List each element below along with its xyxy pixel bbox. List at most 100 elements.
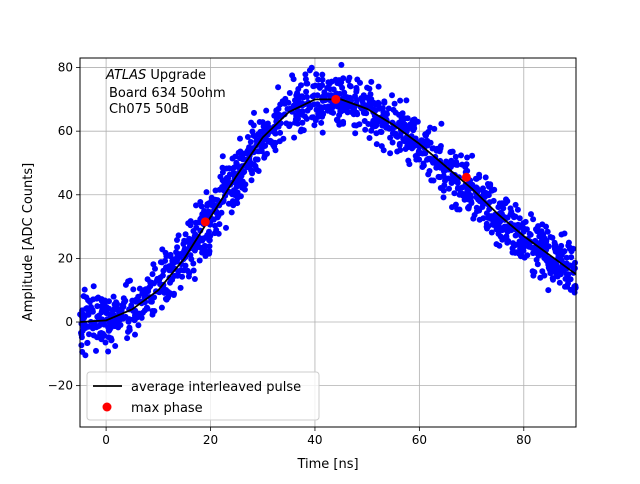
sample-point [166, 263, 173, 270]
sample-point [385, 105, 392, 112]
sample-point [291, 134, 298, 141]
sample-point [248, 177, 255, 184]
sample-point [485, 223, 492, 230]
sample-point [551, 243, 558, 250]
x-axis-label: Time [ns] [296, 457, 358, 472]
sample-point [493, 241, 500, 248]
sample-point [287, 121, 293, 128]
sample-point [82, 352, 89, 359]
sample-point [565, 242, 572, 249]
sample-point [254, 156, 261, 163]
sample-point [306, 67, 313, 74]
sample-point [383, 110, 390, 117]
sample-point [229, 198, 236, 205]
sample-point [481, 199, 488, 206]
sample-point [187, 222, 194, 229]
sample-point [130, 286, 137, 293]
sample-point [425, 155, 432, 162]
sample-point [249, 170, 256, 177]
sample-point [228, 209, 235, 216]
sample-point [440, 172, 447, 179]
sample-point [203, 189, 210, 196]
sample-point [410, 127, 417, 134]
sample-point [517, 253, 524, 260]
sample-point [484, 190, 491, 197]
sample-point [469, 152, 476, 159]
sample-point [159, 246, 166, 253]
sample-point [263, 107, 270, 114]
sample-point [126, 324, 133, 331]
sample-point [403, 97, 410, 104]
sample-point [340, 75, 347, 82]
sample-point [553, 261, 560, 268]
y-tick-label: 0 [65, 315, 73, 329]
sample-point [517, 238, 524, 245]
sample-point [347, 83, 354, 90]
sample-point [105, 348, 112, 355]
sample-point [235, 149, 242, 156]
sample-point [471, 212, 478, 218]
sample-point [193, 202, 199, 209]
sample-point [375, 118, 382, 125]
sample-point [425, 171, 432, 178]
sample-point [476, 171, 483, 178]
sample-point [491, 186, 498, 193]
sample-point [262, 142, 269, 149]
annotation-block: ATLAS Upgrade Board 634 50ohm Ch075 50dB [105, 68, 226, 117]
annotation-line2: Board 634 50ohm [109, 86, 226, 101]
sample-point [530, 216, 537, 223]
sample-point [524, 252, 531, 259]
legend-label-average-pulse: average interleaved pulse [131, 380, 301, 395]
sample-point [488, 213, 495, 220]
x-tick-label: 0 [102, 433, 110, 447]
sample-point [459, 184, 466, 191]
sample-point [375, 83, 382, 90]
y-axis-label: Amplitude [ADC Counts] [21, 163, 36, 321]
sample-point [84, 339, 91, 346]
sample-point [567, 276, 574, 283]
sample-point [565, 271, 572, 278]
sample-point [139, 309, 146, 316]
sample-point [202, 253, 209, 259]
sample-point [382, 123, 388, 130]
sample-point [394, 148, 401, 155]
sample-point [464, 167, 471, 174]
sample-point [453, 161, 460, 168]
sample-point [258, 148, 265, 155]
sample-point [458, 152, 464, 159]
sample-point [120, 295, 127, 302]
sample-point [391, 100, 398, 107]
sample-point [431, 125, 438, 132]
sample-point [151, 294, 158, 301]
sample-point [368, 78, 375, 85]
sample-point [199, 235, 206, 242]
sample-point [563, 254, 570, 261]
y-tick-label: 40 [58, 188, 73, 202]
sample-point [122, 281, 129, 288]
sample-point [464, 195, 470, 202]
y-tick-label: 20 [58, 251, 73, 265]
sample-point [226, 165, 233, 172]
sample-point [452, 201, 459, 208]
sample-point [276, 112, 283, 118]
sample-point [396, 142, 403, 149]
sample-point [387, 150, 394, 157]
sample-point [149, 271, 156, 278]
sample-point [135, 322, 142, 329]
sample-point [508, 208, 515, 215]
sample-point [572, 282, 579, 289]
sample-point [447, 149, 454, 156]
sample-point [311, 122, 318, 129]
sample-point [303, 80, 310, 87]
sample-point [344, 105, 351, 111]
sample-point [472, 175, 479, 182]
sample-point [223, 224, 229, 231]
sample-point [196, 257, 203, 264]
sample-point [316, 84, 323, 91]
sample-point [531, 269, 538, 276]
sample-point [279, 98, 286, 105]
sample-point [245, 148, 252, 155]
sample-point [490, 197, 497, 204]
sample-point [511, 242, 518, 249]
sample-point [454, 206, 461, 213]
